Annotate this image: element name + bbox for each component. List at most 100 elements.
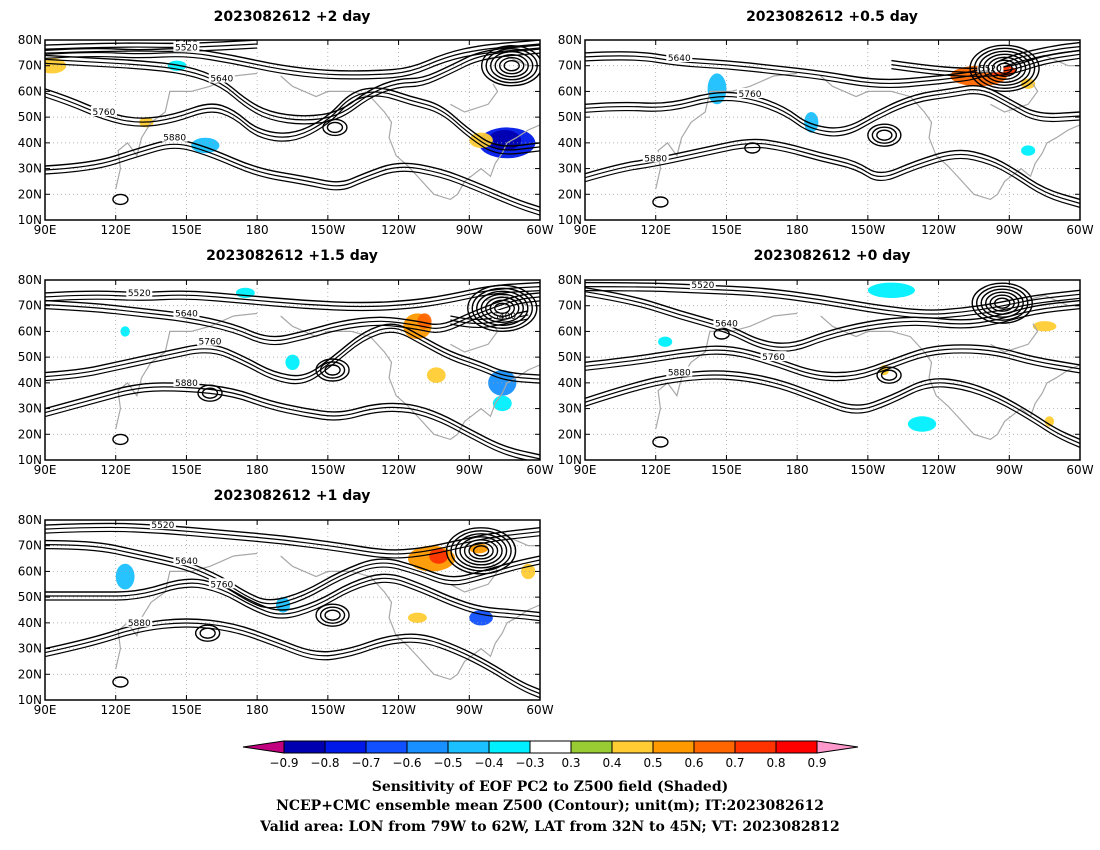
coastline [820, 315, 1080, 441]
contour-label: 5400 [493, 312, 516, 322]
lon-tick-label: 150E [711, 223, 742, 237]
lat-tick-label: 20N [18, 187, 42, 201]
colorbar-cell [693, 740, 736, 754]
lat-tick-label: 40N [558, 136, 582, 150]
z500-contour [45, 581, 540, 622]
z500-contour [585, 89, 1080, 133]
lon-tick-label: 120E [640, 223, 671, 237]
sensitivity-patch [907, 416, 937, 432]
low-center-contour [319, 361, 346, 379]
z500-contour [45, 573, 540, 614]
map-frame [44, 519, 541, 701]
z500-contour [45, 52, 540, 125]
caption-line-3: Valid area: LON from 79W to 62W, LAT fro… [259, 819, 840, 835]
lon-tick-label: 150W [850, 223, 885, 237]
low-center-contour [201, 387, 219, 399]
colorbar-cell [734, 740, 777, 754]
lat-tick-label: 10N [558, 213, 582, 227]
lon-tick-label: 60W [526, 703, 553, 717]
contour-label: 5520 [151, 521, 174, 531]
panel-plus-1-day: 2023082612 +1 day 5520 5640 5760 5880 90E 120… [18, 488, 554, 717]
map-frame [584, 39, 1081, 221]
low-center-contour [994, 297, 1011, 309]
lon-tick-label: 90W [456, 703, 483, 717]
contour-label-bg [173, 307, 200, 318]
lon-tick-label: 120W [381, 463, 416, 477]
low-center-contour [467, 284, 538, 332]
map-area: 5400552056405760588090E120E150E180150W12… [18, 33, 554, 237]
lat-tick-label: 60N [18, 84, 42, 98]
lat-tick-label: 30N [558, 402, 582, 416]
z500-contour [585, 287, 1080, 344]
z500-contour [45, 139, 540, 208]
z500-contour [585, 138, 1080, 201]
coastline [990, 323, 1039, 353]
colorbar-tick-label: −0.6 [392, 756, 421, 770]
contour-label: 5880 [668, 369, 691, 379]
contour-label: 5880 [163, 134, 186, 144]
z500-contour [585, 142, 1080, 204]
lat-tick-label: 70N [18, 299, 42, 313]
contour-label: 5640 [175, 309, 198, 319]
contour-label: 5640 [668, 54, 691, 64]
lat-tick-label: 30N [558, 162, 582, 176]
contour-label-bg [713, 317, 740, 328]
coastline [115, 312, 258, 430]
colorbar-tick-label: −0.9 [269, 756, 298, 770]
sensitivity-patch [469, 610, 493, 626]
z500-contour [45, 286, 540, 308]
low-center-contour [481, 45, 540, 87]
low-center-contour [324, 364, 341, 376]
lat-tick-label: 50N [558, 110, 582, 124]
contour-label-bg [642, 152, 669, 163]
contour-label: 5760 [210, 580, 233, 590]
sensitivity-patch [1044, 416, 1055, 427]
z500-contour [585, 348, 1080, 378]
map-frame [44, 39, 541, 221]
coastline [280, 555, 540, 681]
contour-label: 5640 [715, 320, 738, 330]
low-center-contour [876, 129, 893, 141]
contour-label: 5880 [175, 379, 198, 389]
map-area: 5520 5640 5760 5400 5880 90E 120E 150E 180 150W 12… [18, 273, 554, 477]
contour-label-bg [197, 335, 223, 346]
contour-label: 5880 [644, 154, 667, 164]
coastline [450, 83, 499, 113]
contour-label-bg [173, 555, 200, 566]
contour-label: 5760 [762, 353, 785, 363]
colorbar-tick-label: −0.4 [474, 756, 503, 770]
contour-label: 5520 [128, 289, 151, 299]
colorbar-tick-label: 0.4 [602, 756, 621, 770]
lat-tick-label: 70N [558, 299, 582, 313]
low-center-contour [112, 676, 129, 688]
lon-tick-label: 120E [640, 463, 671, 477]
contour-label-bg [689, 280, 716, 290]
colorbar-cell [529, 740, 572, 754]
z500-contour [45, 300, 540, 346]
low-center-contour [867, 123, 902, 147]
lat-tick-label: 50N [18, 350, 42, 364]
lon-tick-label: 150W [850, 463, 885, 477]
lon-tick-label: 150E [171, 463, 202, 477]
low-center-contour [973, 47, 1036, 89]
lat-tick-label: 80N [558, 273, 582, 287]
sensitivity-patch [469, 132, 493, 149]
lat-tick-label: 10N [18, 693, 42, 707]
lon-tick-label: 60W [1066, 463, 1093, 477]
lon-tick-label: 120W [381, 703, 416, 717]
z500-contour [585, 291, 1080, 348]
sensitivity-patch [285, 354, 300, 370]
contour-label-bg [491, 310, 518, 320]
lat-tick-label: 70N [18, 59, 42, 73]
lat-tick-label: 60N [558, 324, 582, 338]
lat-tick-label: 20N [558, 187, 582, 201]
low-center-contour [485, 296, 520, 320]
lon-tick-label: 180 [246, 223, 269, 237]
lon-tick-label: 90W [996, 463, 1023, 477]
panel-plus-0-day: 2023082612 +0 day 5520 5640 5760 5880 90E 120… [558, 248, 1094, 477]
z500-contour [45, 40, 540, 72]
lon-tick-label: 150E [711, 463, 742, 477]
lon-tick-label: 180 [786, 463, 809, 477]
lat-tick-label: 50N [18, 110, 42, 124]
